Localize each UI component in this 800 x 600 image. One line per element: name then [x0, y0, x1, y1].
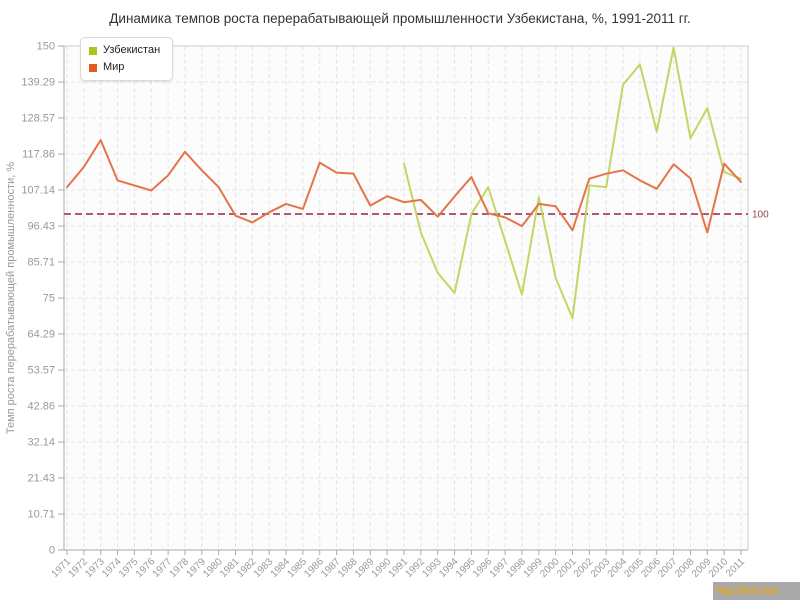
y-axis-title: Темп роста перерабатывающей промышленнос…: [5, 162, 17, 434]
y-tick-label: 0: [49, 545, 55, 557]
y-tick-label: 32.14: [27, 437, 55, 449]
series-line-0: [403, 46, 742, 320]
legend-label-uzbekistan: Узбекистан: [103, 44, 161, 56]
chart-title: Динамика темпов роста перерабатывающей п…: [109, 11, 691, 26]
y-tick-label: 128.57: [21, 113, 55, 125]
y-tick-label: 42.86: [27, 401, 55, 413]
legend-item-mir[interactable]: Мир: [89, 59, 160, 76]
y-tick-label: 85.71: [27, 257, 55, 269]
guide-line-label: 100: [752, 210, 769, 221]
y-tick-label: 107.14: [21, 185, 55, 197]
legend-swatch-mir: [89, 63, 97, 72]
x-tick-label: 2011: [724, 556, 747, 579]
legend: Узбекистан Мир: [80, 37, 174, 81]
legend-label-mir: Мир: [103, 61, 125, 73]
y-tick-label: 10.71: [27, 509, 55, 521]
y-tick-label: 53.57: [27, 365, 55, 377]
y-tick-label: 21.43: [27, 473, 55, 485]
y-tick-label: 150: [37, 41, 55, 53]
y-tick-label: 139.29: [21, 77, 55, 89]
y-tick-label: 117.86: [22, 149, 55, 161]
series-line-1: [66, 139, 742, 234]
legend-swatch-uzbekistan: [89, 46, 97, 55]
y-tick-label: 96.43: [27, 221, 55, 233]
y-tick-label: 75: [43, 293, 55, 305]
watermark-link[interactable]: http://be5.biz/: [713, 582, 800, 600]
legend-item-uzbekistan[interactable]: Узбекистан: [89, 42, 160, 59]
y-tick-label: 64.29: [27, 329, 55, 341]
